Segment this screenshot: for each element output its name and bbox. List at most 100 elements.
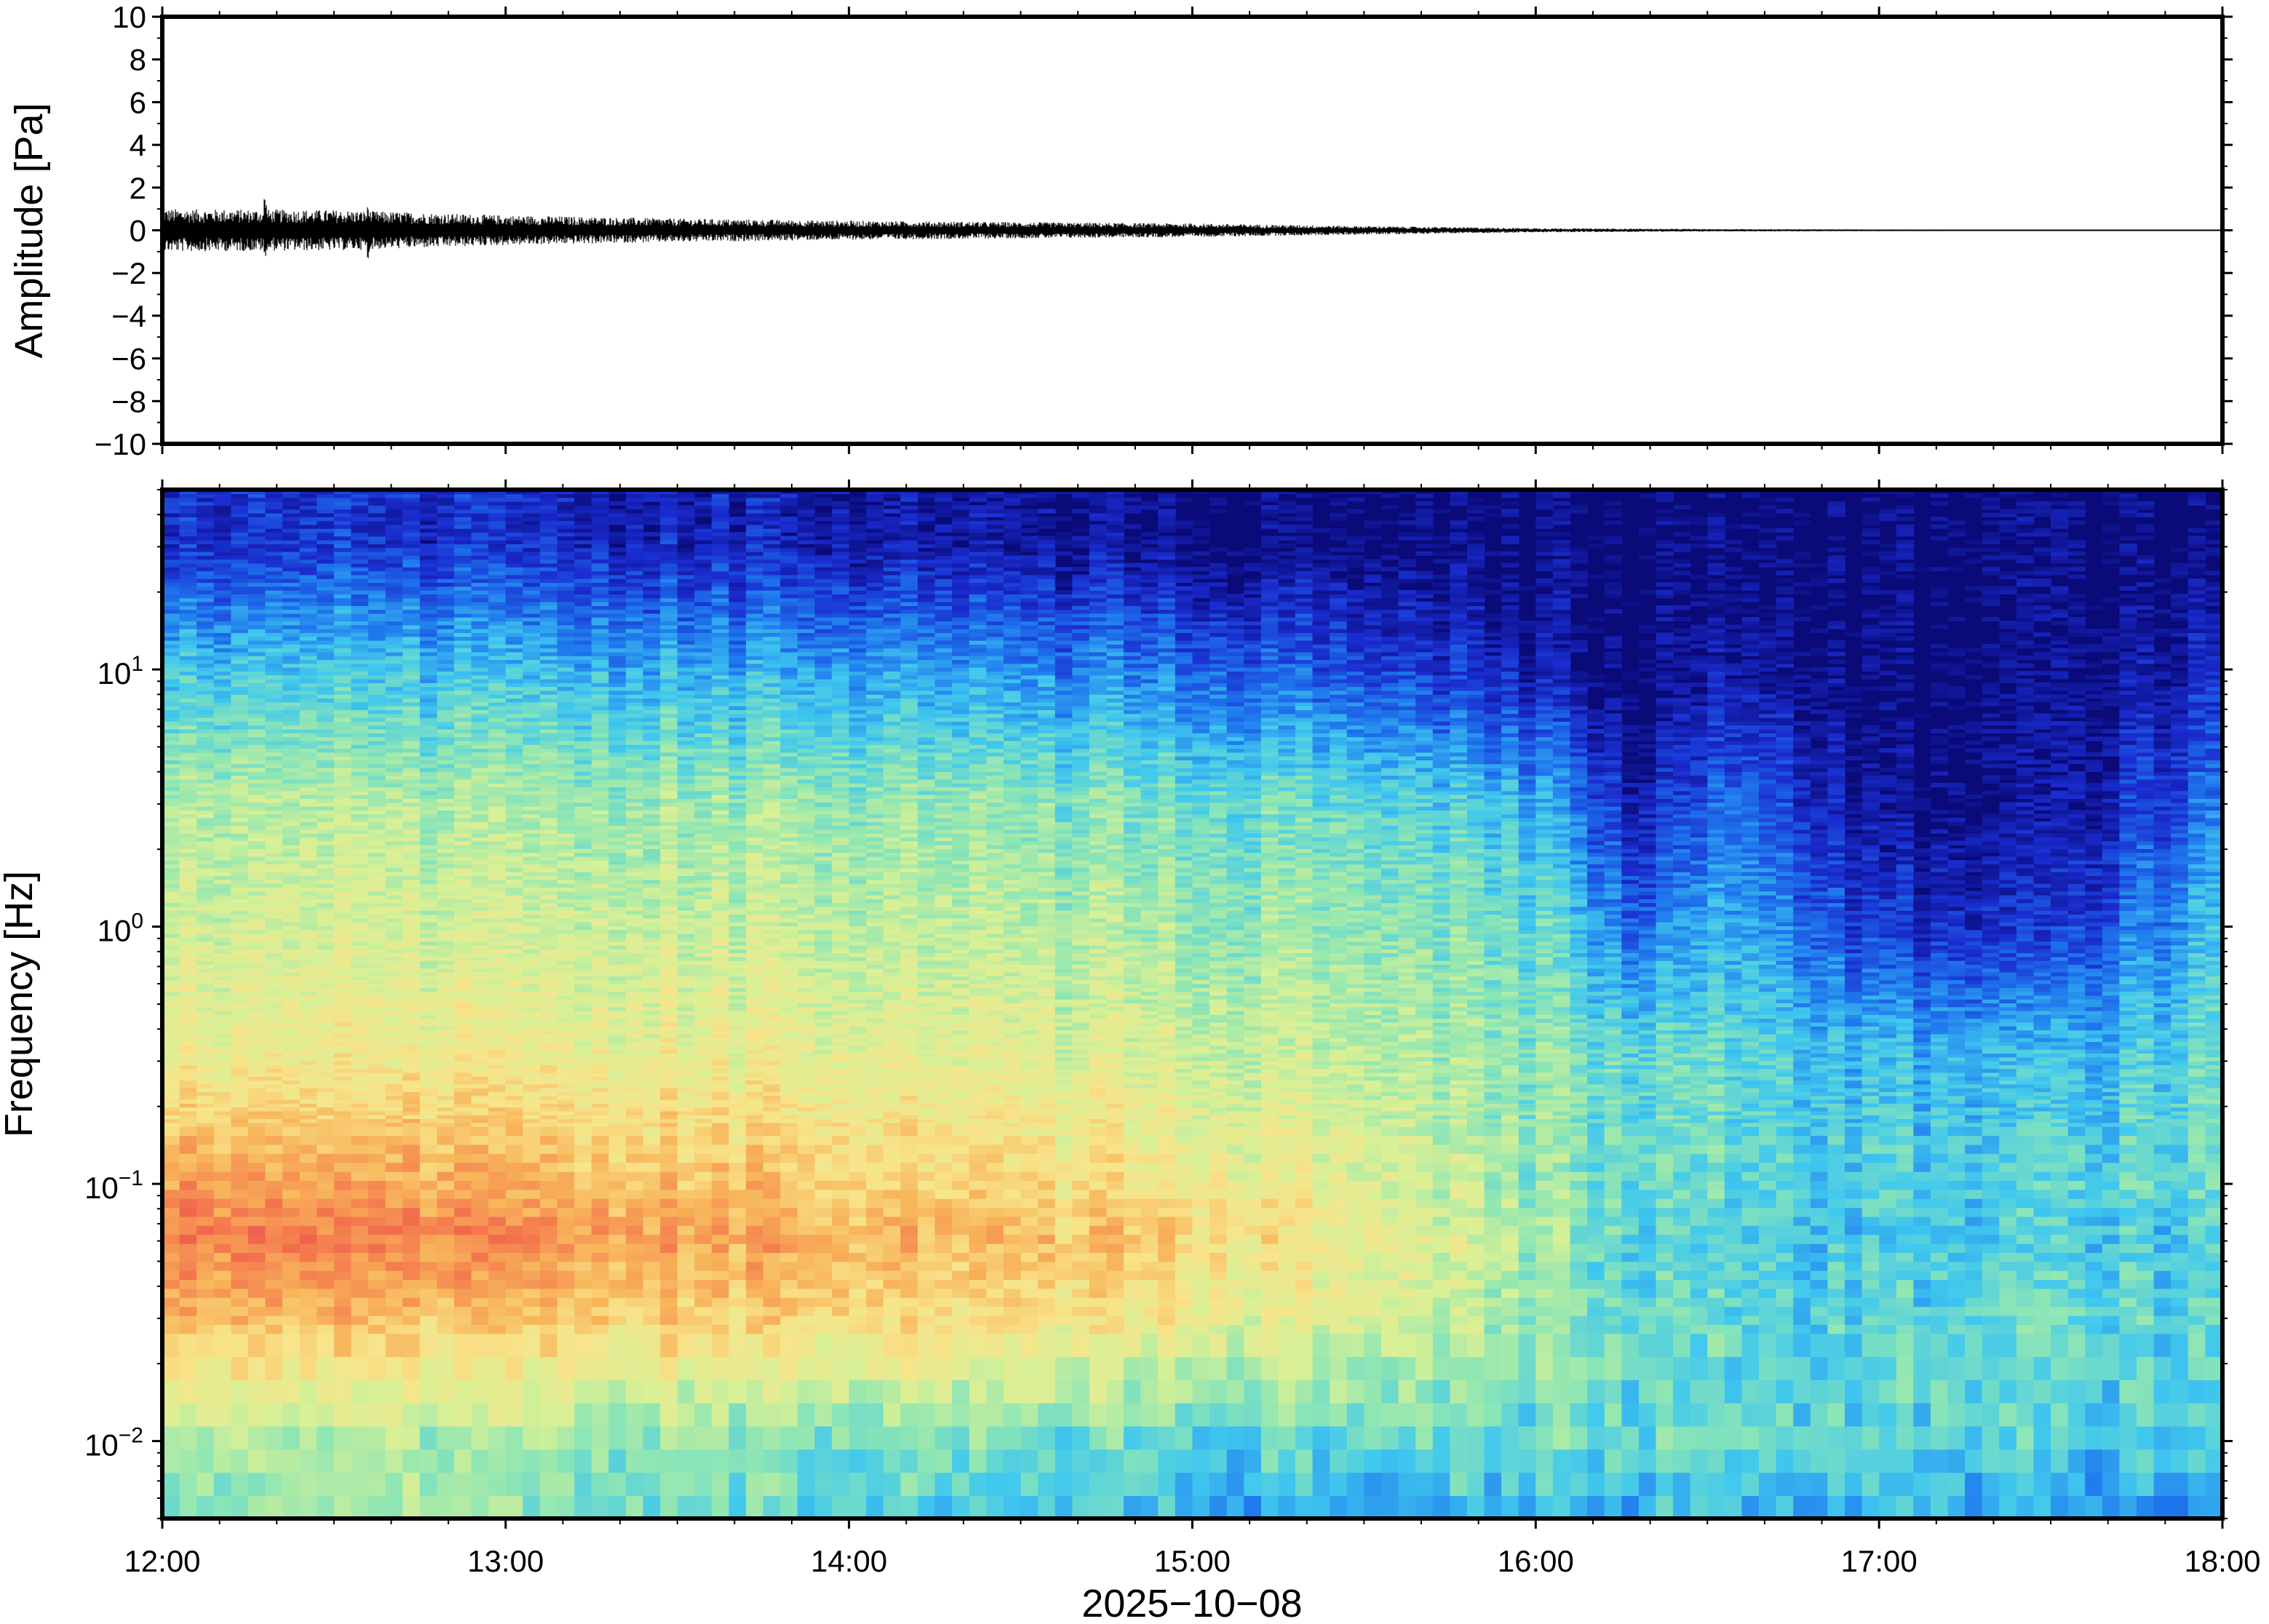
spectrogram-cell — [420, 880, 437, 884]
spectrogram-cell — [454, 528, 472, 533]
spectrogram-cell — [437, 621, 455, 625]
spectrogram-cell — [402, 709, 420, 714]
spectrogram-cell — [231, 721, 248, 725]
spectrogram-cell — [522, 1046, 540, 1050]
spectrogram-cell — [368, 652, 386, 656]
spectrogram-cell — [266, 644, 283, 648]
spectrogram-cell — [437, 841, 455, 845]
spectrogram-cell — [368, 1022, 386, 1027]
spectrogram-cell — [334, 907, 351, 911]
spectrogram-cell — [420, 559, 437, 563]
spectrogram-cell — [506, 629, 523, 633]
spectrogram-cell — [488, 621, 506, 625]
spectrogram-cell — [368, 829, 386, 834]
spectrogram-cell — [472, 899, 489, 903]
spectrogram-cell — [488, 1289, 506, 1298]
spectrogram-cell — [317, 810, 334, 814]
spectrogram-cell — [214, 1014, 231, 1019]
spectrogram-cell — [300, 617, 317, 621]
spectrogram-cell — [180, 960, 197, 965]
spectrogram-cell — [162, 837, 180, 841]
spectrogram-cell — [317, 1262, 334, 1271]
spectrogram-cell — [472, 752, 489, 757]
spectrogram-cell — [402, 856, 420, 861]
spectrogram-cell — [420, 1279, 437, 1289]
spectrogram-cell — [488, 493, 506, 498]
spectrogram-cell — [472, 586, 489, 591]
spectrogram-cell — [162, 856, 180, 861]
spectrogram-cell — [266, 528, 283, 533]
spectrogram-cell — [266, 605, 283, 610]
spectrogram-cell — [522, 856, 540, 861]
spectrogram-cell — [420, 736, 437, 741]
spectrogram-cell — [454, 575, 472, 579]
spectrogram-cell — [248, 795, 266, 799]
spectrogram-cell — [282, 1180, 300, 1190]
spectrogram-cell — [420, 979, 437, 984]
spectrogram-cell — [196, 548, 214, 552]
spectrogram-cell — [266, 1022, 283, 1027]
spectrogram-cell — [506, 1003, 523, 1007]
spectrogram-cell — [351, 760, 369, 764]
spectrogram-cell — [454, 1123, 472, 1127]
spectrogram-cell — [402, 833, 420, 837]
spectrogram-cell — [334, 995, 351, 1000]
spectrogram-cell — [248, 964, 266, 968]
spectrogram-cell — [454, 698, 472, 702]
spectrogram-cell — [437, 899, 455, 903]
spectrogram-cell — [437, 520, 455, 525]
spectrogram-cell — [368, 760, 386, 764]
spectrogram-cell — [248, 1041, 266, 1046]
spectrogram-cell — [454, 999, 472, 1003]
spectrogram-cell — [266, 1061, 283, 1065]
spectrogram-cell — [472, 995, 489, 1000]
spectrogram-cell — [540, 532, 557, 536]
spectrogram-cell — [437, 783, 455, 787]
spectrogram-cell — [180, 941, 197, 945]
spectrogram-cell — [488, 509, 506, 514]
spectrogram-cell — [231, 837, 248, 841]
spectrogram-cell — [248, 860, 266, 864]
spectrogram-cell — [540, 520, 557, 525]
spectrogram-cell — [454, 637, 472, 641]
spectrogram-cell — [266, 1217, 283, 1226]
spectrogram-cell — [437, 1084, 455, 1088]
spectrogram-cell — [540, 1080, 557, 1084]
spectrogram-cell — [231, 555, 248, 560]
spectrogram-cell — [282, 821, 300, 826]
spectrogram-cell — [402, 829, 420, 834]
spectrogram-cell — [351, 899, 369, 903]
spectrogram-cell — [557, 1449, 575, 1473]
spectrogram-cell — [557, 729, 575, 733]
spectrogram-cell — [180, 891, 197, 896]
spectrogram-cell — [557, 895, 575, 899]
spectrogram-cell — [557, 648, 575, 652]
spectrogram-cell — [454, 957, 472, 961]
spectrogram-cell — [540, 1064, 557, 1069]
spectrogram-cell — [214, 505, 231, 509]
spectrogram-cell — [300, 779, 317, 784]
spectrogram-cell — [162, 493, 180, 498]
spectrogram-cell — [386, 1118, 403, 1123]
spectrogram-cell — [231, 1171, 248, 1181]
spectrogram-cell — [454, 563, 472, 568]
spectrogram-cell — [522, 644, 540, 648]
spectrogram-cell — [386, 621, 403, 625]
spectrogram-cell — [402, 744, 420, 749]
spectrogram-cell — [540, 671, 557, 675]
spectrogram-cell — [437, 1041, 455, 1046]
spectrogram-cell — [266, 679, 283, 683]
spectrogram-cell — [522, 1014, 540, 1019]
spectrogram-cell — [317, 520, 334, 525]
spectrogram-cell — [282, 899, 300, 903]
spectrogram-cell — [334, 945, 351, 950]
spectrogram-cell — [162, 679, 180, 683]
spectrogram-cell — [506, 602, 523, 606]
spectrogram-cell — [472, 1495, 489, 1519]
spectrogram-cell — [557, 803, 575, 807]
spectrogram-cell — [574, 976, 592, 980]
spectrogram-cell — [540, 972, 557, 976]
spectrogram-cell — [402, 1403, 420, 1427]
spectrogram-cell — [266, 1072, 283, 1077]
spectrogram-cell — [266, 602, 283, 606]
